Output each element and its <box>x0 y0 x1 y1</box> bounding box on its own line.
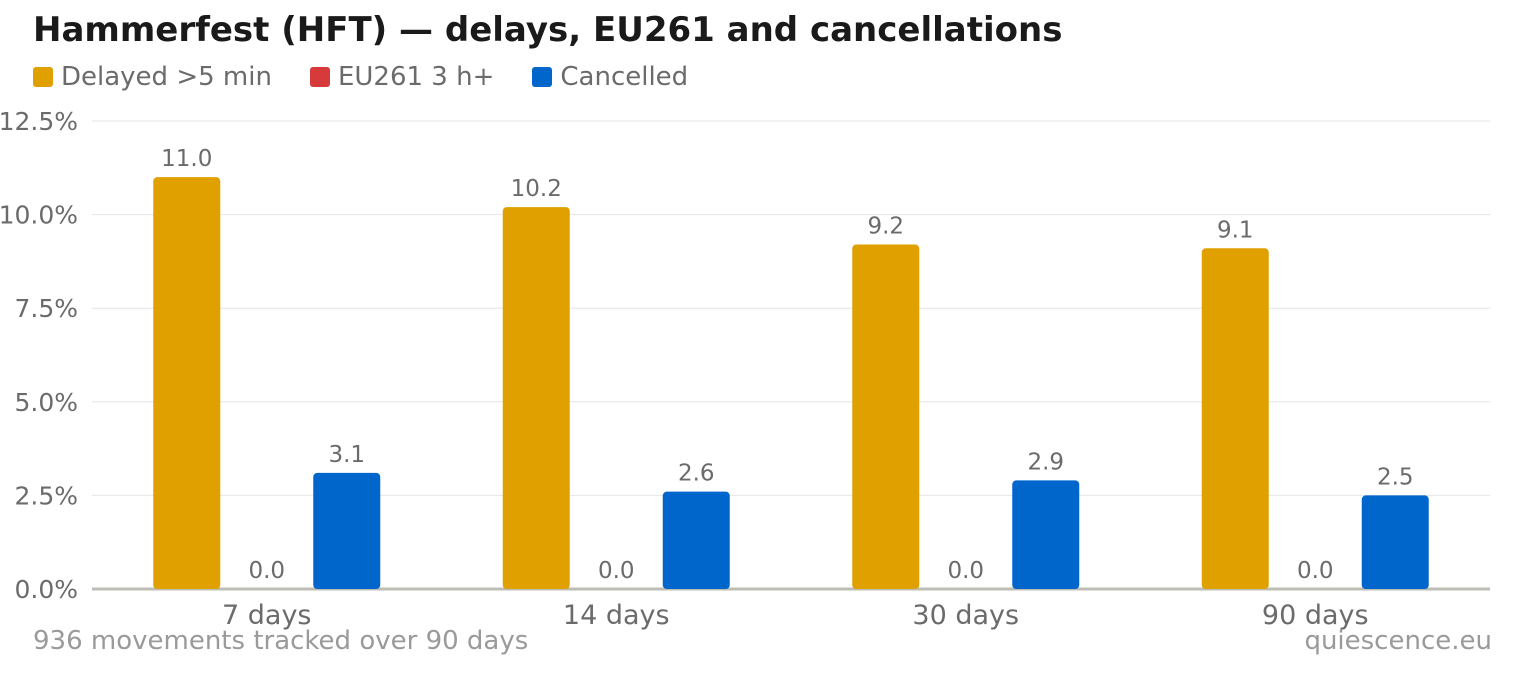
footer-movements-note: 936 movements tracked over 90 days <box>33 626 529 656</box>
bar-value-label: 0.0 <box>947 558 984 584</box>
y-tick-label: 5.0% <box>14 388 78 417</box>
bar-value-label: 2.9 <box>1027 449 1064 475</box>
legend-item-eu261: EU261 3 h+ <box>309 62 495 92</box>
x-tick-label: 14 days <box>563 600 670 631</box>
y-tick-label: 0.0% <box>14 575 78 604</box>
bar-value-label: 2.5 <box>1377 464 1414 490</box>
bar-value-label: 0.0 <box>598 558 635 584</box>
y-tick-label: 10.0% <box>0 201 78 230</box>
footer-source: quiescence.eu <box>1304 626 1492 656</box>
x-tick-label: 30 days <box>912 600 1019 631</box>
bar <box>662 491 730 589</box>
x-tick-label: 7 days <box>222 600 312 631</box>
legend-label-eu261: EU261 3 h+ <box>337 62 495 92</box>
bar <box>852 244 920 589</box>
chart-legend: Delayed >5 min EU261 3 h+ Cancelled <box>33 60 726 94</box>
legend-swatch-eu261 <box>309 67 330 87</box>
bar-value-label: 2.6 <box>678 461 715 487</box>
chart-title: Hammerfest (HFT) — delays, EU261 and can… <box>33 10 1063 50</box>
legend-item-cancelled: Cancelled <box>532 62 688 92</box>
bar-value-label: 10.2 <box>511 176 562 202</box>
x-tick-label: 90 days <box>1262 600 1369 631</box>
bar <box>1012 480 1080 589</box>
bar-value-label: 9.1 <box>1217 217 1254 243</box>
legend-swatch-delayed <box>33 67 53 87</box>
bar-value-label: 3.1 <box>328 442 365 468</box>
bar-value-label: 0.0 <box>248 558 285 584</box>
bar <box>1361 495 1429 589</box>
bar-value-label: 9.2 <box>867 214 904 240</box>
bar-value-label: 11.0 <box>161 146 212 172</box>
legend-item-delayed: Delayed >5 min <box>33 62 272 92</box>
bar <box>502 207 570 589</box>
y-tick-label: 2.5% <box>14 481 78 510</box>
legend-swatch-cancelled <box>532 67 553 87</box>
bar <box>1201 248 1269 589</box>
bar <box>153 177 221 589</box>
y-tick-label: 7.5% <box>14 294 78 323</box>
bar-value-label: 0.0 <box>1297 558 1334 584</box>
y-tick-label: 12.5% <box>0 107 78 136</box>
legend-label-delayed: Delayed >5 min <box>61 62 272 92</box>
bar <box>313 472 381 589</box>
legend-label-cancelled: Cancelled <box>560 62 689 92</box>
